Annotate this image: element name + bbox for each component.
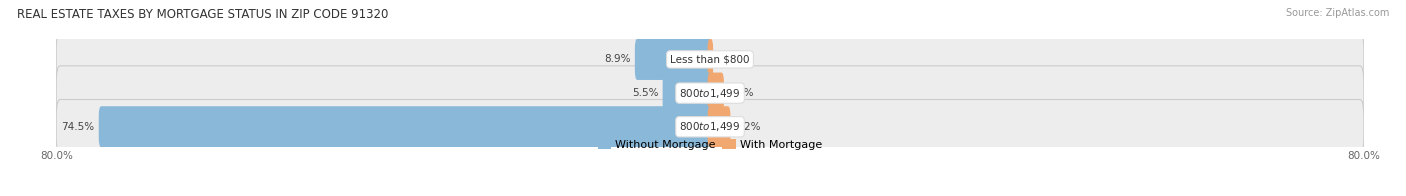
Text: 2.2%: 2.2% bbox=[734, 122, 761, 132]
FancyBboxPatch shape bbox=[707, 39, 713, 80]
FancyBboxPatch shape bbox=[636, 39, 713, 80]
FancyBboxPatch shape bbox=[56, 100, 1364, 154]
FancyBboxPatch shape bbox=[707, 73, 724, 114]
Text: 0.08%: 0.08% bbox=[717, 54, 749, 64]
Text: REAL ESTATE TAXES BY MORTGAGE STATUS IN ZIP CODE 91320: REAL ESTATE TAXES BY MORTGAGE STATUS IN … bbox=[17, 8, 388, 21]
Text: Source: ZipAtlas.com: Source: ZipAtlas.com bbox=[1285, 8, 1389, 18]
FancyBboxPatch shape bbox=[707, 106, 731, 147]
Text: $800 to $1,499: $800 to $1,499 bbox=[679, 87, 741, 100]
Text: $800 to $1,499: $800 to $1,499 bbox=[679, 120, 741, 133]
FancyBboxPatch shape bbox=[56, 66, 1364, 120]
Text: 74.5%: 74.5% bbox=[62, 122, 94, 132]
Legend: Without Mortgage, With Mortgage: Without Mortgage, With Mortgage bbox=[593, 135, 827, 154]
Text: Less than $800: Less than $800 bbox=[671, 54, 749, 64]
FancyBboxPatch shape bbox=[98, 106, 713, 147]
FancyBboxPatch shape bbox=[56, 32, 1364, 87]
Text: 8.9%: 8.9% bbox=[605, 54, 631, 64]
Text: 1.4%: 1.4% bbox=[728, 88, 755, 98]
FancyBboxPatch shape bbox=[662, 73, 713, 114]
Text: 5.5%: 5.5% bbox=[633, 88, 658, 98]
